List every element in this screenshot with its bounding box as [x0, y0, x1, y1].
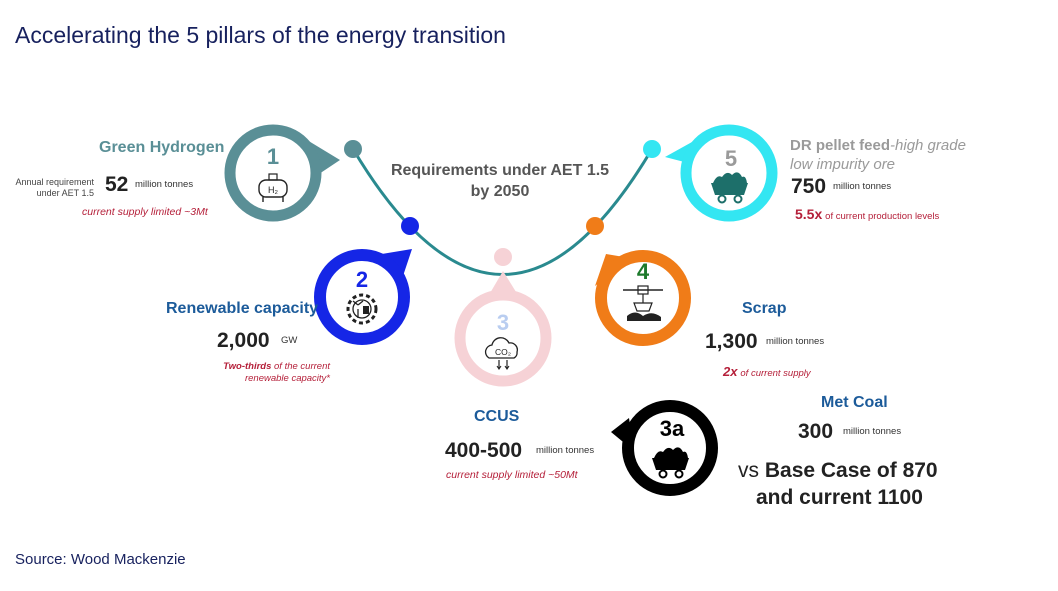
h2-icon-text: H₂	[268, 185, 278, 195]
pillar-5-number: 5	[725, 146, 737, 171]
ore-cart-icon	[711, 172, 748, 204]
pillar-2-label: Renewable capacity	[166, 300, 319, 317]
pillar-3-unit: million tonnes	[536, 445, 595, 456]
annual-label-line-1: Annual requirement	[15, 177, 94, 187]
page-title: Accelerating the 5 pillars of the energy…	[15, 22, 506, 48]
arc-dot-4	[586, 217, 604, 235]
pillar-3-number: 3	[497, 310, 509, 335]
pillar-4-unit: million tonnes	[766, 336, 825, 347]
center-line-2: by 2050	[470, 183, 530, 200]
pillar-2-unit: GW	[281, 335, 298, 346]
pillar-1-annual-label: Annual requirement under AET 1.5	[12, 177, 94, 199]
pillar-4-note-bold: 2x	[723, 364, 738, 379]
co2-icon-text: CO₂	[495, 347, 511, 357]
source-note: Source: Wood Mackenzie	[15, 551, 186, 568]
pillar-3a-value: 300	[798, 420, 834, 443]
pillar-2-number: 2	[356, 267, 368, 292]
pillar-1-ring: 1 H₂	[224, 124, 340, 222]
pillar-4-ring: 4	[595, 250, 691, 346]
pillar-3-value: 400-500	[445, 439, 523, 462]
pillar-4-number: 4	[637, 259, 650, 284]
pillar-5-ring: 5	[665, 124, 778, 222]
pillar-4-label: Scrap	[742, 300, 787, 317]
pillar-5-label: DR pellet feed-high grade low impurity o…	[790, 136, 966, 174]
pillar-2-ring: 2	[314, 249, 412, 345]
coal-cart-icon	[652, 447, 689, 479]
annual-label-line-2: under AET 1.5	[36, 188, 94, 198]
pillar-2-note-line2: renewable capacity*	[244, 373, 330, 384]
pillar-5-note: 5.5x of current production levels	[795, 206, 939, 222]
pillar-3a-ring: 3a	[611, 400, 718, 496]
pillar-2-note: Two-thirds of the current renewable capa…	[199, 361, 330, 385]
pillar-5-label-rest: -high grade	[890, 137, 966, 154]
pillar-5-note-rest: of current production levels	[825, 211, 940, 222]
pillar-3a-number: 3a	[660, 416, 685, 441]
center-line-1: Requirements under AET 1.5	[390, 162, 610, 179]
pillar-2-note-bold: Two-thirds	[223, 361, 272, 372]
pillar-4-note: 2x of current supply	[723, 364, 811, 379]
pillar-2-note-rest: of the current	[274, 361, 330, 372]
pillar-5-value: 750	[791, 175, 827, 198]
pillar-1-value: 52	[105, 173, 129, 196]
arc-dot-1	[344, 140, 362, 158]
arc-dot-2	[401, 217, 419, 235]
pillar-5-label-line2: low impurity ore	[790, 156, 896, 173]
hydrogen-tank-icon: H₂	[258, 173, 288, 202]
pillar-1-unit: million tonnes	[135, 179, 194, 190]
pillar-1-label: Green Hydrogen	[99, 139, 225, 156]
pillar-3a-vs-line1: Base Case of 870	[764, 459, 938, 482]
pillar-2-value: 2,000	[217, 329, 270, 352]
arc-dot-3	[494, 248, 512, 266]
pillar-3-label: CCUS	[474, 408, 520, 425]
pillar-5-unit: million tonnes	[833, 181, 892, 192]
gear-wind-turbine-icon	[346, 293, 378, 325]
pillar-4-value: 1,300	[705, 330, 758, 353]
pillar-3a-unit: million tonnes	[843, 426, 902, 437]
center-requirements-label: Requirements under AET 1.5 by 2050	[380, 160, 620, 202]
scrap-crane-icon	[623, 285, 663, 321]
arc-dot-5	[643, 140, 661, 158]
co2-cloud-icon: CO₂	[484, 337, 518, 370]
pillar-3a-comparison: vs Base Case of 870 and current 1100	[738, 457, 938, 511]
pillar-5-note-bold: 5.5x	[795, 206, 823, 222]
pillar-3-note: current supply limited ~50Mt	[446, 469, 578, 481]
pillar-4-note-rest: of current supply	[740, 368, 811, 379]
pillar-5-label-bold: DR pellet feed	[790, 137, 891, 154]
pillar-3a-label: Met Coal	[821, 394, 888, 411]
pillar-1-note: current supply limited ~3Mt	[82, 206, 208, 218]
pillar-1-number: 1	[267, 144, 279, 169]
pillar-3a-vs-line2: and current 1100	[756, 486, 923, 509]
pillar-3-ring: 3 CO₂	[454, 271, 552, 387]
pillar-3a-vs-prefix: vs	[738, 459, 759, 482]
